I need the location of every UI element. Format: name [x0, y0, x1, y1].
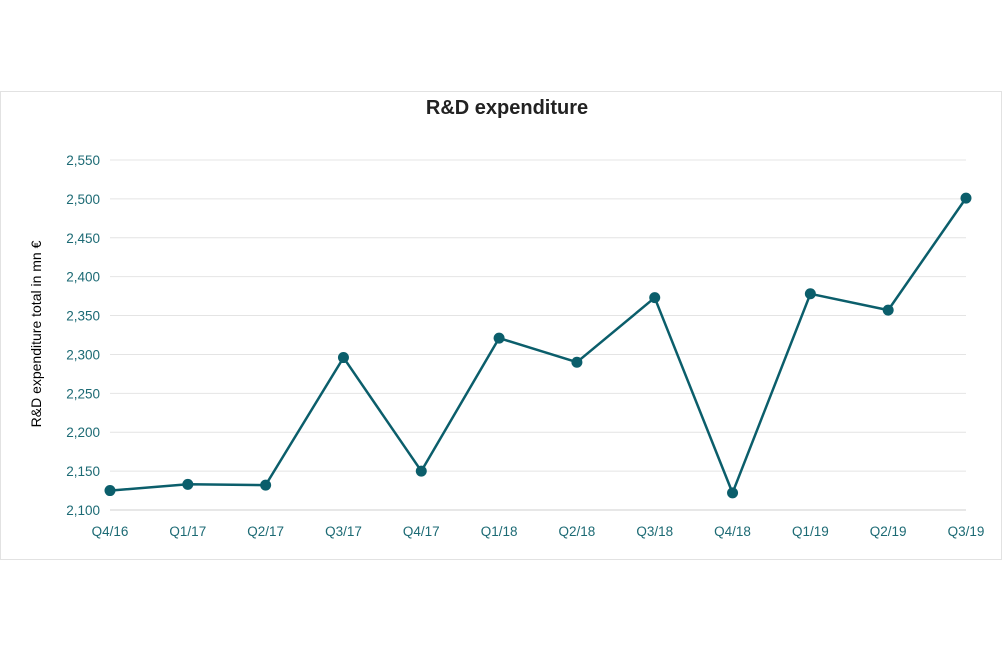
x-tick-label: Q4/18	[714, 524, 751, 539]
data-point	[649, 292, 661, 304]
y-tick-label: 2,450	[66, 231, 100, 246]
x-tick-label: Q4/16	[92, 524, 129, 539]
x-tick-label: Q3/19	[948, 524, 985, 539]
x-tick-label: Q2/18	[559, 524, 596, 539]
y-tick-label: 2,150	[66, 464, 100, 479]
grid-lines	[110, 159, 966, 511]
y-tick-label: 2,550	[66, 153, 100, 168]
data-point	[960, 192, 972, 204]
data-point	[571, 356, 583, 368]
data-point	[415, 465, 427, 477]
x-axis-ticks: Q4/16 Q1/17 Q2/17 Q3/17 Q4/17 Q1/18 Q2/18 Q3/18…	[92, 524, 985, 539]
y-tick-label: 2,500	[66, 192, 100, 207]
x-tick-label: Q3/18	[636, 524, 673, 539]
data-point	[104, 485, 116, 497]
series-line	[109, 197, 968, 495]
x-tick-label: Q1/18	[481, 524, 518, 539]
y-axis-label: R&D expenditure total in mn €	[28, 240, 44, 427]
x-tick-label: Q2/19	[870, 524, 907, 539]
y-axis-ticks: 2,100 2,150 2,200 2,250 2,300 2,350 2,400 2,450…	[66, 153, 100, 518]
x-tick-label: Q2/17	[247, 524, 284, 539]
y-tick-label: 2,250	[66, 386, 100, 401]
chart-title: R&D expenditure	[426, 97, 588, 119]
y-tick-label: 2,100	[66, 503, 100, 518]
x-tick-label: Q1/17	[169, 524, 206, 539]
y-tick-label: 2,400	[66, 270, 100, 285]
x-tick-label: Q4/17	[403, 524, 440, 539]
y-tick-label: 2,300	[66, 347, 100, 362]
y-tick-label: 2,200	[66, 425, 100, 440]
data-point	[182, 478, 194, 490]
data-point	[882, 304, 894, 316]
data-point	[727, 487, 739, 499]
data-point	[493, 332, 505, 344]
data-point	[804, 288, 816, 300]
x-tick-label: Q1/19	[792, 524, 829, 539]
y-tick-label: 2,350	[66, 309, 100, 324]
chart-frame	[0, 91, 1002, 560]
data-point	[260, 479, 272, 491]
x-tick-label: Q3/17	[325, 524, 362, 539]
data-points	[104, 192, 972, 499]
data-point	[337, 352, 349, 364]
